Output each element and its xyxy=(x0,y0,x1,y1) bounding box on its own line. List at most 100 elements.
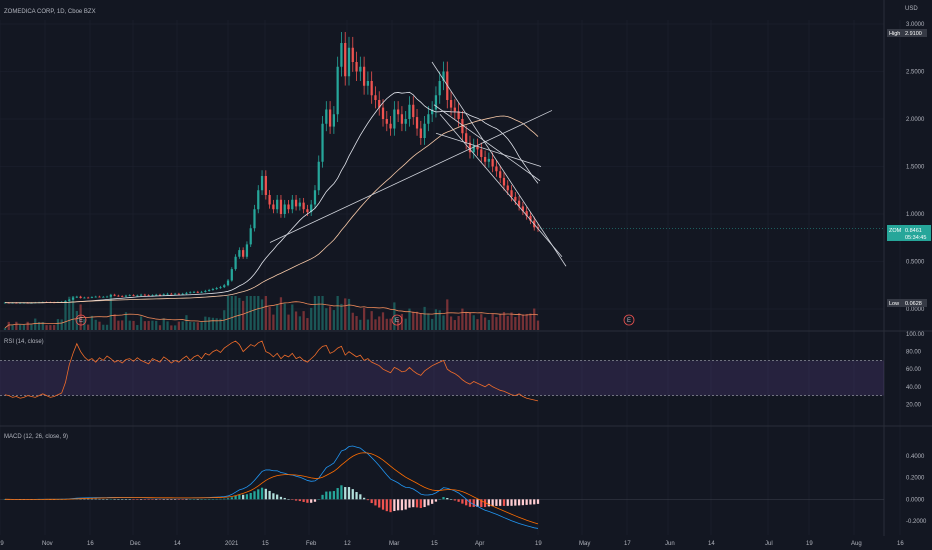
macd-histogram-bar-103 xyxy=(393,499,396,512)
earnings-marker-3-label: E xyxy=(627,318,631,324)
macd-histogram-bar-82 xyxy=(313,499,317,502)
price-pane[interactable] xyxy=(3,31,884,330)
y-tick-2: 2.0000 xyxy=(906,117,925,123)
volume-bar-26 xyxy=(102,324,105,330)
volume-bar-88 xyxy=(336,296,339,330)
macd-histogram-bar-71 xyxy=(272,493,275,500)
candle-body-73 xyxy=(279,199,283,214)
candles xyxy=(3,31,540,304)
volume-bar-42 xyxy=(162,318,165,330)
candle-body-89 xyxy=(340,43,343,67)
candle-body-40 xyxy=(155,294,158,296)
macd-histogram-bar-52 xyxy=(200,499,203,500)
rsi-pane[interactable] xyxy=(0,340,884,402)
candle-body-94 xyxy=(359,66,362,72)
macd-histogram-bar-30 xyxy=(117,499,120,500)
volume-bar-10 xyxy=(41,322,44,330)
macd-histogram-bar-133 xyxy=(506,499,509,506)
volume-bar-0 xyxy=(3,327,7,330)
macd-tick-0: 0.4000 xyxy=(906,454,925,460)
volume-bar-112 xyxy=(427,313,430,330)
macd-pane[interactable] xyxy=(0,445,884,529)
volume-bar-136 xyxy=(517,313,521,330)
candle-body-124 xyxy=(472,145,475,153)
candle-body-69 xyxy=(264,176,267,195)
volume-bar-14 xyxy=(56,319,60,330)
candle-body-101 xyxy=(385,119,388,124)
volume-bar-133 xyxy=(506,316,509,330)
volume-bar-62 xyxy=(238,297,241,330)
macd-histogram-bar-24 xyxy=(94,498,97,500)
macd-histogram-bar-121 xyxy=(461,499,464,504)
macd-histogram-bar-123 xyxy=(468,499,472,507)
candle-body-90 xyxy=(344,43,347,77)
macd-histogram-bar-90 xyxy=(344,487,347,500)
volume-bar-82 xyxy=(313,296,317,330)
volume-bar-35 xyxy=(136,325,139,330)
x-tick-18: 19 xyxy=(806,541,813,547)
macd-histogram-bar-122 xyxy=(465,499,468,506)
volume-bar-109 xyxy=(415,311,419,330)
candle-body-128 xyxy=(487,158,490,162)
macd-histogram-bar-96 xyxy=(366,499,370,501)
volume-bar-16 xyxy=(64,300,67,330)
volume-bar-9 xyxy=(37,321,41,330)
last-price-value: 0.8461 xyxy=(905,228,922,234)
high-tag-box xyxy=(887,29,927,37)
volume-bar-87 xyxy=(332,310,335,330)
volume-bar-68 xyxy=(260,299,264,330)
volume-bar-19 xyxy=(75,310,78,330)
volume-bar-114 xyxy=(434,309,438,330)
macd-tick-1: 0.2000 xyxy=(906,476,925,482)
rsi-tick-3: 40.00 xyxy=(906,385,922,391)
earnings-marker-3[interactable]: E xyxy=(623,314,635,326)
macd-histogram-bar-76 xyxy=(291,499,294,500)
candle-body-50 xyxy=(192,291,196,293)
rsi-tick-0: 100.00 xyxy=(906,332,925,338)
earnings-marker-1[interactable]: E xyxy=(75,314,87,326)
volume-bar-43 xyxy=(166,321,169,330)
macd-histogram-bar-132 xyxy=(502,499,506,506)
macd-histogram-bar-35 xyxy=(136,499,139,500)
volume-bar-120 xyxy=(457,316,460,330)
macd-histogram-bar-140 xyxy=(533,499,536,505)
volume-bar-76 xyxy=(291,304,294,330)
volume-bar-75 xyxy=(287,314,290,330)
macd-histogram-bar-128 xyxy=(487,499,490,507)
volume-bar-118 xyxy=(449,316,453,330)
macd-histogram-bar-110 xyxy=(419,499,422,509)
earnings-marker-2-circle xyxy=(391,314,403,326)
candle-body-105 xyxy=(400,114,404,124)
earnings-marker-2[interactable]: E xyxy=(391,314,403,326)
candle-body-139 xyxy=(529,215,532,221)
candle-body-53 xyxy=(204,290,207,292)
macd-histogram-bar-21 xyxy=(83,498,86,500)
rsi-tick-2: 60.00 xyxy=(906,367,922,373)
volume-bar-83 xyxy=(317,296,320,330)
volume-bar-36 xyxy=(139,316,143,330)
volume-bar-73 xyxy=(279,297,283,330)
macd-histogram-bar-141 xyxy=(536,499,540,504)
macd-histogram-bar-135 xyxy=(514,499,517,506)
x-tick-11: Apr xyxy=(475,541,484,547)
candle-body-38 xyxy=(147,295,150,297)
high-tag: High 2.9100 xyxy=(887,29,927,37)
macd-histogram-bar-119 xyxy=(453,499,456,501)
volume-bar-130 xyxy=(495,317,498,330)
macd-histogram-bar-58 xyxy=(223,498,226,500)
macd-histogram-bar-129 xyxy=(491,499,494,507)
candle-body-4 xyxy=(18,302,22,304)
macd-histogram-bar-101 xyxy=(385,499,388,512)
volume-bar-122 xyxy=(465,312,468,330)
x-tick-3: Dec xyxy=(130,541,141,547)
trendline-slow xyxy=(435,132,542,167)
volume-bars xyxy=(3,296,540,330)
candle-body-52 xyxy=(200,291,203,293)
candle-body-36 xyxy=(139,294,143,296)
candle-body-102 xyxy=(389,123,392,129)
volume-bar-12 xyxy=(49,325,52,330)
macd-histogram-bar-85 xyxy=(325,491,328,500)
macd-histogram-bar-38 xyxy=(147,499,150,500)
